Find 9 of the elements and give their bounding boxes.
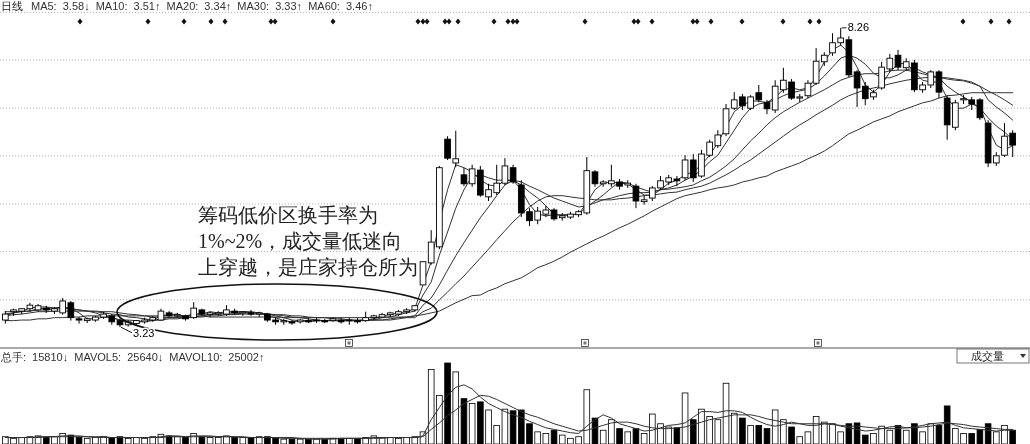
annotation: 上穿越，是庄家持仓所为	[198, 256, 418, 278]
annotation: 8.26	[847, 20, 870, 33]
annotation: 筹码低价区换手率为	[198, 204, 378, 226]
chart-title: 成交量	[971, 350, 1004, 362]
annotation: 3.23	[132, 327, 155, 340]
chart-subtitle: MA5: 3.58↓ MA10: 3.51↑ MA20: 3.34↑ MA30: 3.33↑ MA60: 3.46↑	[31, 0, 373, 12]
chart-title: 日线	[1, 0, 23, 12]
chart-subtitle: 总手: 15810↓ MAVOL5: 25640↓ MAVOL10: 25002↑	[0, 351, 265, 363]
annotation: 1%~2%，成交量低迷向	[198, 230, 403, 252]
